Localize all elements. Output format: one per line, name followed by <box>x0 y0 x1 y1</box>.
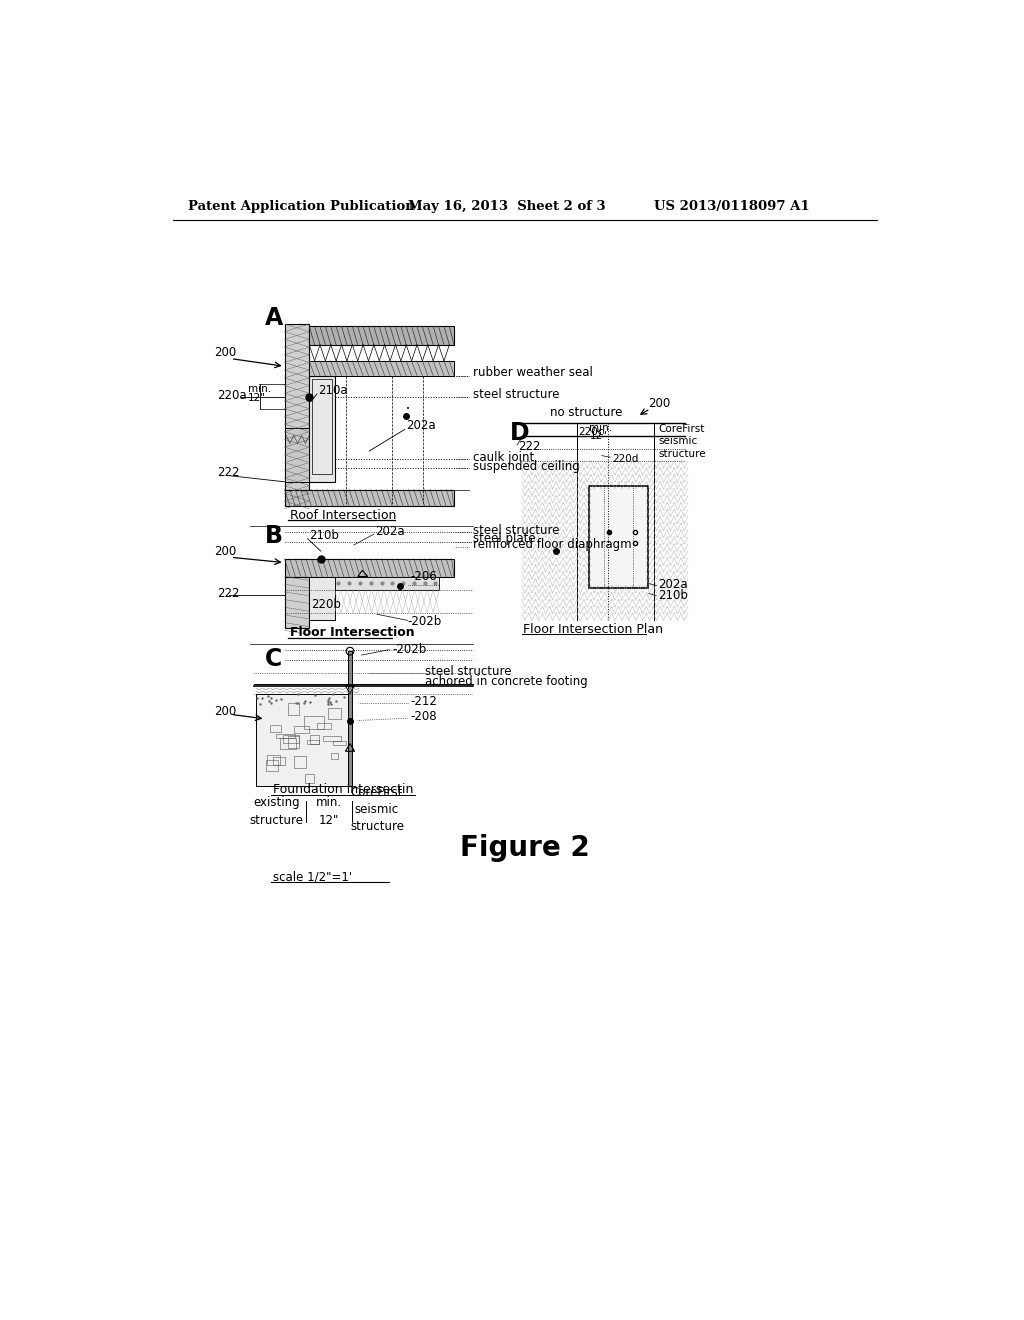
Text: Foundation Intersectin: Foundation Intersectin <box>273 783 414 796</box>
Bar <box>304 717 324 729</box>
Text: C: C <box>265 647 283 671</box>
Bar <box>280 738 296 748</box>
Bar <box>317 723 332 729</box>
Text: existing
structure: existing structure <box>250 796 304 826</box>
Bar <box>309 376 335 482</box>
Bar <box>270 725 281 731</box>
Bar <box>294 755 306 768</box>
Text: 222: 222 <box>217 587 240 601</box>
Text: scale 1/2"=1': scale 1/2"=1' <box>273 870 352 883</box>
Bar <box>332 752 338 759</box>
Text: 220a: 220a <box>217 389 247 403</box>
Text: A: A <box>265 306 284 330</box>
Bar <box>285 323 309 506</box>
Text: 220d: 220d <box>612 454 639 463</box>
Bar <box>305 775 314 783</box>
Bar <box>312 379 332 474</box>
Text: rubber weather seal: rubber weather seal <box>473 366 593 379</box>
Text: -202b: -202b <box>408 615 442 628</box>
Text: steel structure: steel structure <box>425 665 512 678</box>
Text: Roof Intersection: Roof Intersection <box>290 510 396 523</box>
Text: Floor Intersection Plan: Floor Intersection Plan <box>523 623 664 636</box>
Text: -206: -206 <box>410 570 437 583</box>
Text: 202a: 202a <box>376 524 406 537</box>
Text: CoreFirst
seismic
structure: CoreFirst seismic structure <box>350 787 403 833</box>
Text: 12": 12" <box>248 393 265 403</box>
Bar <box>289 702 299 715</box>
Text: CoreFirst
seismic
structure: CoreFirst seismic structure <box>658 424 706 459</box>
Text: Patent Application Publication: Patent Application Publication <box>188 199 415 213</box>
Text: -208: -208 <box>410 710 436 723</box>
Text: no structure: no structure <box>550 407 623 418</box>
Bar <box>590 486 648 589</box>
Text: 200: 200 <box>648 397 671 409</box>
Bar <box>285 490 454 507</box>
Text: 222: 222 <box>518 440 541 453</box>
Bar <box>273 758 286 766</box>
Bar <box>285 428 309 482</box>
Bar <box>256 693 350 785</box>
Text: 210a: 210a <box>318 384 348 397</box>
Bar <box>285 577 309 628</box>
Bar <box>328 708 341 719</box>
Text: suspended ceiling: suspended ceiling <box>473 459 580 473</box>
Bar <box>324 735 341 741</box>
Bar <box>267 755 281 766</box>
Bar <box>285 558 454 577</box>
Text: 200: 200 <box>214 346 236 359</box>
Text: 12": 12" <box>590 432 607 441</box>
Text: min.: min. <box>248 384 270 395</box>
Bar <box>309 326 454 345</box>
Text: min.: min. <box>590 422 612 433</box>
Bar <box>309 577 335 620</box>
Text: steel plate: steel plate <box>473 532 536 545</box>
Bar <box>275 734 295 738</box>
Bar <box>335 577 438 590</box>
Text: 220b: 220b <box>311 598 341 611</box>
Text: 210b: 210b <box>309 529 339 543</box>
Text: -212: -212 <box>410 694 437 708</box>
Bar <box>309 360 454 376</box>
Text: 222: 222 <box>217 466 240 479</box>
Text: 220c: 220c <box>579 426 604 437</box>
Bar <box>307 739 319 743</box>
Text: May 16, 2013  Sheet 2 of 3: May 16, 2013 Sheet 2 of 3 <box>408 199 605 213</box>
Text: steel structure: steel structure <box>473 524 560 537</box>
Bar <box>283 735 299 743</box>
Text: 202a: 202a <box>658 578 688 591</box>
Text: Figure 2: Figure 2 <box>460 833 590 862</box>
Text: caulk joint: caulk joint <box>473 450 535 463</box>
Text: B: B <box>265 524 284 548</box>
Text: steel structure: steel structure <box>473 388 560 400</box>
Text: 210b: 210b <box>658 589 688 602</box>
Text: US 2013/0118097 A1: US 2013/0118097 A1 <box>654 199 810 213</box>
Text: reinforced floor diaphragm: reinforced floor diaphragm <box>473 539 632 552</box>
Bar <box>265 760 278 771</box>
Bar <box>348 651 352 785</box>
Text: 200: 200 <box>214 545 236 557</box>
Text: •: • <box>407 405 411 412</box>
Text: D: D <box>509 421 529 445</box>
Text: Floor Intersection: Floor Intersection <box>290 626 415 639</box>
Bar <box>294 726 309 733</box>
Bar <box>333 741 346 746</box>
Bar <box>310 735 318 743</box>
Text: -202b: -202b <box>392 643 427 656</box>
Bar <box>288 737 299 747</box>
Text: 200: 200 <box>214 705 236 718</box>
Text: achored in concrete footing: achored in concrete footing <box>425 675 588 688</box>
Text: min.
12": min. 12" <box>316 796 342 826</box>
Text: 202a: 202a <box>407 418 436 432</box>
